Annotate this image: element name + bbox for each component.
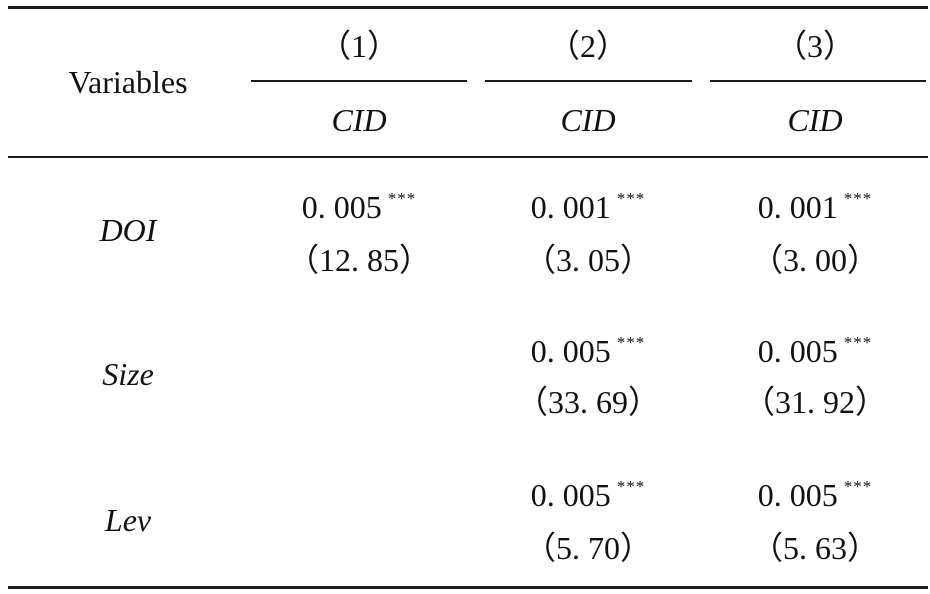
- coefficient-value: 0. 005: [757, 333, 838, 369]
- column-1-number: （1）: [318, 28, 400, 64]
- row-label-lev: Lev: [104, 502, 152, 538]
- row-label-doi: DOI: [99, 212, 157, 248]
- coefficient-value: 0. 005: [530, 333, 611, 369]
- t-statistic: （5. 70）: [523, 530, 653, 566]
- coefficient-value: 0. 001: [757, 189, 838, 225]
- coefficient-cell: 0. 005 ***: [758, 334, 873, 367]
- coefficient-cell: 0. 005 ***: [302, 190, 417, 223]
- t-statistic: （3. 05）: [523, 242, 653, 278]
- significance-stars: ***: [387, 189, 417, 208]
- significance-stars: ***: [843, 189, 873, 208]
- column-1-dependent-variable: CID: [331, 102, 387, 138]
- table-header-rule: [8, 156, 928, 158]
- column-2-dependent-variable: CID: [560, 102, 616, 138]
- column-3-dependent-variable: CID: [787, 102, 843, 138]
- coefficient-cell: 0. 005 ***: [531, 478, 646, 511]
- coefficient-cell: 0. 005 ***: [758, 478, 873, 511]
- coefficient-value: 0. 005: [530, 477, 611, 513]
- row-label-size: Size: [102, 356, 154, 392]
- t-statistic: （3. 00）: [750, 242, 880, 278]
- table-top-rule: [8, 6, 928, 9]
- t-statistic: （33. 69）: [515, 384, 661, 420]
- t-statistic: （5. 63）: [750, 530, 880, 566]
- variables-header: Variables: [68, 64, 188, 100]
- significance-stars: ***: [843, 333, 873, 352]
- significance-stars: ***: [616, 189, 646, 208]
- coefficient-cell: 0. 001 ***: [758, 190, 873, 223]
- table-bottom-rule: [8, 586, 928, 589]
- significance-stars: ***: [616, 333, 646, 352]
- significance-stars: ***: [843, 477, 873, 496]
- column-3-subrule: [710, 80, 926, 82]
- column-2-number: （2）: [547, 28, 629, 64]
- coefficient-cell: 0. 001 ***: [531, 190, 646, 223]
- coefficient-value: 0. 005: [301, 189, 382, 225]
- column-3-number: （3）: [774, 28, 856, 64]
- significance-stars: ***: [616, 477, 646, 496]
- t-statistic: （31. 92）: [742, 384, 888, 420]
- coefficient-cell: 0. 005 ***: [531, 334, 646, 367]
- coefficient-value: 0. 005: [757, 477, 838, 513]
- column-1-subrule: [251, 80, 467, 82]
- column-2-subrule: [485, 80, 692, 82]
- t-statistic: （12. 85）: [286, 242, 432, 278]
- coefficient-value: 0. 001: [530, 189, 611, 225]
